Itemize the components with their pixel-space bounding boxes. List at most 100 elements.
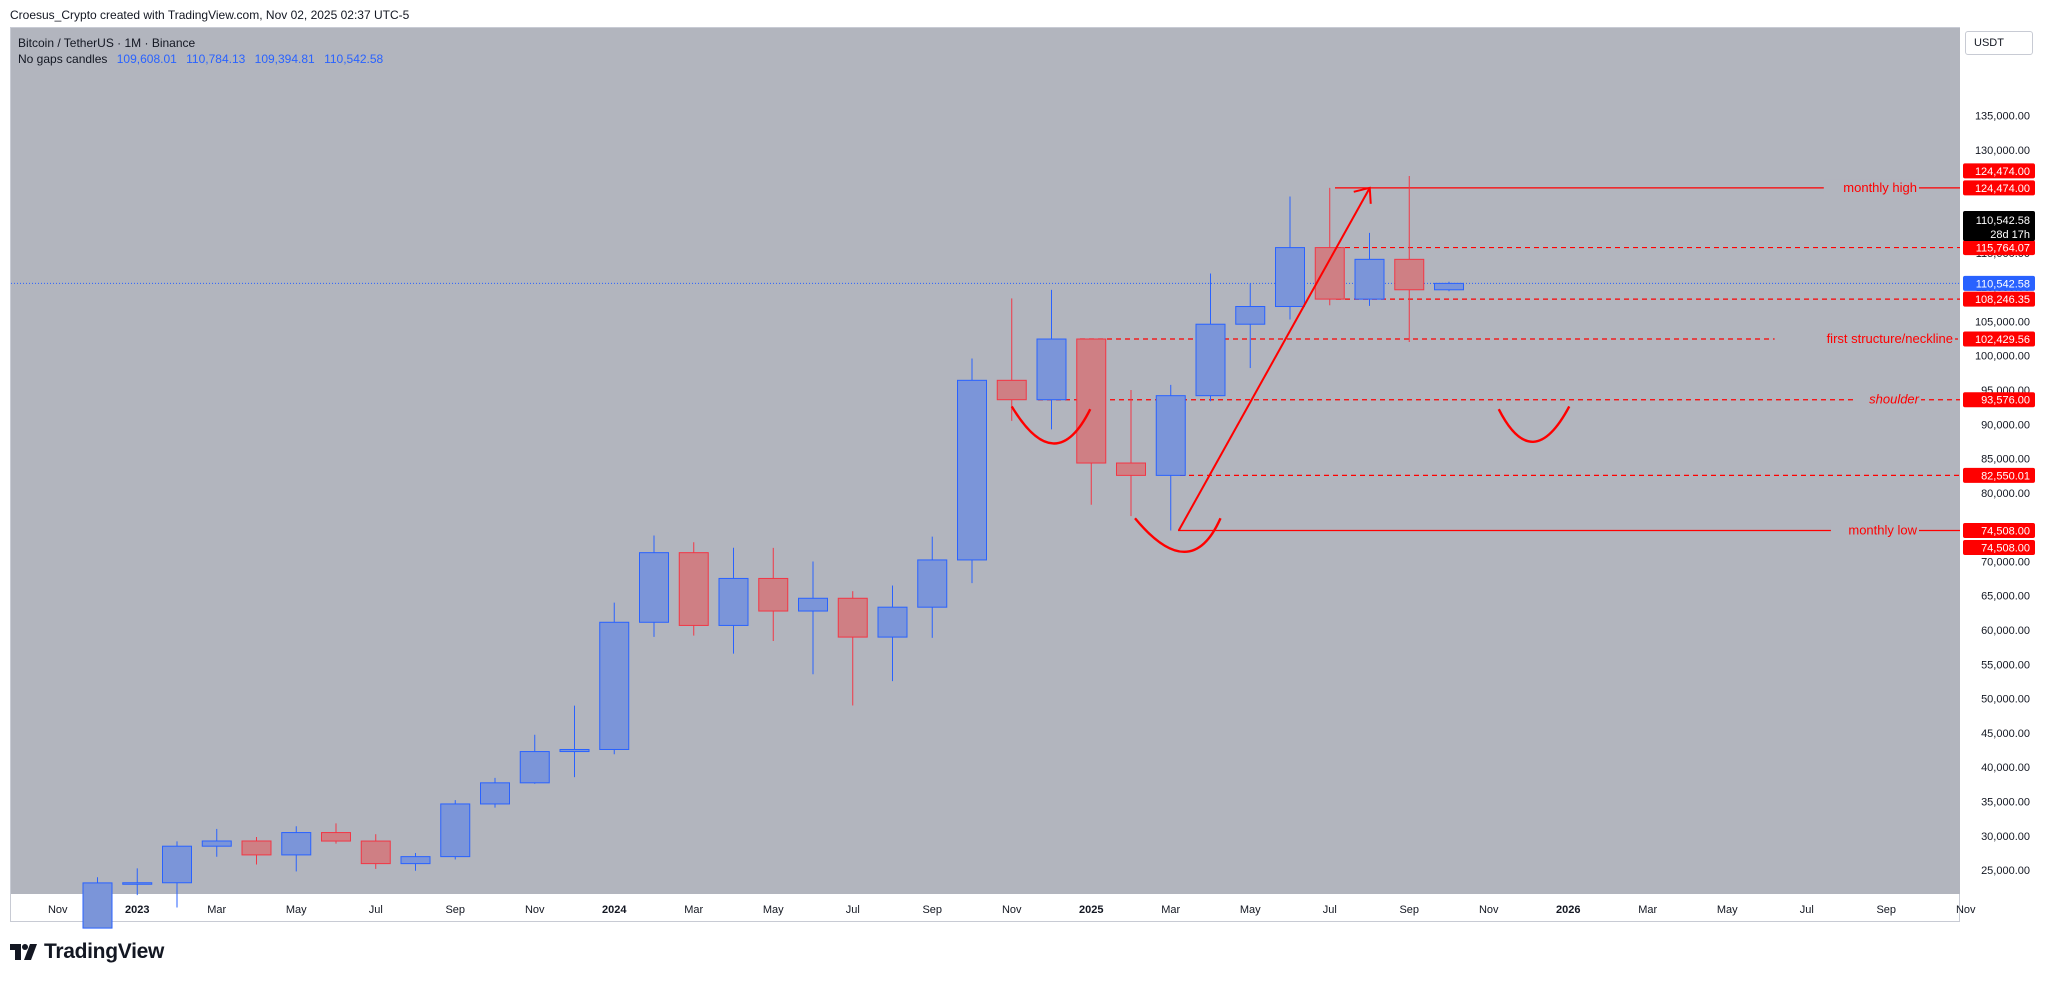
y-tick-label: 25,000.00 — [1981, 865, 2030, 877]
level-price-label: 115,764.07 — [1963, 240, 2035, 256]
tradingview-logo-icon — [10, 944, 37, 960]
x-tick-label: 2023 — [125, 904, 149, 916]
candle-body — [281, 832, 312, 856]
candle-body — [360, 840, 391, 865]
x-tick-label: 2024 — [602, 904, 627, 916]
last-price-label-text: 110,542.58 — [1976, 278, 2030, 290]
candle-body — [122, 882, 153, 885]
candle-body — [1434, 282, 1464, 291]
candle-body — [440, 803, 471, 858]
level-price-label-text: 82,550.01 — [1981, 470, 2030, 482]
level-price-label-text: 93,576.00 — [1981, 395, 2030, 407]
candle-body — [639, 552, 669, 623]
y-tick-label: 50,000.00 — [1981, 694, 2030, 706]
level-price-label-bg — [1963, 392, 2035, 408]
y-tick-label: 55,000.00 — [1981, 659, 2030, 671]
y-tick-label: 105,000.00 — [1975, 316, 2030, 328]
y-tick-label: 90,000.00 — [1981, 419, 2030, 431]
y-tick-label: 45,000.00 — [1981, 728, 2030, 740]
y-tick-label: 60,000.00 — [1981, 625, 2030, 637]
candle — [1076, 338, 1107, 505]
x-tick-label: Sep — [1876, 904, 1896, 916]
candle — [281, 826, 312, 872]
candle — [639, 535, 669, 637]
level-annotation-text: monthly low — [1848, 523, 1917, 538]
candle-body — [82, 882, 113, 929]
x-tick-label: Sep — [922, 904, 942, 916]
level-annotation-text: monthly high — [1843, 180, 1917, 195]
currency-selector[interactable]: USDT — [1965, 31, 2033, 55]
y-tick-label: 35,000.00 — [1981, 796, 2030, 808]
level-annotation-bg — [1830, 522, 1919, 538]
x-tick-label: Jul — [369, 904, 383, 916]
low-price-label: 74,508.00 — [1963, 523, 2035, 539]
x-tick-label: 2026 — [1556, 904, 1580, 916]
left-shoulder-arc — [1010, 405, 1092, 445]
candle — [1195, 273, 1226, 402]
current-price-label: 110,542.58 28d 17h — [1963, 211, 2035, 241]
high-price-label: 124,474.00 — [1963, 180, 2035, 196]
candle-body — [241, 840, 272, 856]
candle-body — [321, 832, 351, 842]
candle-body — [400, 856, 431, 865]
trend-arrow-line — [1177, 187, 1371, 532]
candle — [1036, 289, 1067, 430]
candle-body — [1076, 338, 1107, 464]
candle — [1155, 384, 1186, 531]
candle-body — [837, 597, 868, 638]
x-tick-label: Mar — [1638, 904, 1657, 916]
candle-body — [519, 751, 550, 784]
candle-body — [1314, 247, 1345, 300]
candle-body — [678, 552, 709, 626]
candle — [917, 536, 948, 638]
x-tick-label: Mar — [207, 904, 226, 916]
x-tick-label: May — [1717, 904, 1738, 916]
x-tick-label: Nov — [1479, 904, 1499, 916]
x-tick-label: Jul — [846, 904, 860, 916]
low-price-label-text: 74,508.00 — [1981, 543, 2030, 555]
level-price-label-bg — [1963, 331, 2035, 347]
x-tick-label: Nov — [525, 904, 545, 916]
candle — [400, 853, 431, 871]
y-tick-label: 30,000.00 — [1981, 831, 2030, 843]
ohlc-low: 109,394.81 — [254, 52, 315, 66]
candle-body — [480, 782, 510, 805]
candle-body — [162, 845, 192, 884]
candle — [241, 837, 272, 865]
candle — [559, 705, 590, 778]
candle-body — [1116, 462, 1146, 476]
candle-body — [877, 606, 908, 638]
tradingview-logo[interactable]: TradingView — [10, 940, 164, 964]
right-shoulder-arc — [1497, 405, 1571, 443]
candle-body — [1155, 395, 1186, 476]
candle-body — [1275, 247, 1305, 308]
high-price-label-bg — [1963, 180, 2035, 196]
level-price-label: 108,246.35 — [1963, 291, 2035, 307]
candle — [678, 542, 709, 636]
candle-body — [996, 379, 1027, 401]
x-tick-label: Nov — [1002, 904, 1022, 916]
current-price-label-text: 110,542.58 — [1976, 215, 2030, 227]
candle — [201, 828, 232, 857]
y-tick-label: 85,000.00 — [1981, 454, 2030, 466]
symbol-title[interactable]: Bitcoin / TetherUS · 1M · Binance — [18, 36, 196, 50]
level-price-label-bg — [1963, 467, 2035, 483]
high-price-label-bg — [1963, 163, 2035, 179]
candle-body — [599, 621, 630, 750]
x-tick-label: Sep — [1399, 904, 1419, 916]
candle — [599, 602, 630, 755]
level-price-label: 93,576.00 — [1963, 392, 2035, 408]
candle-body — [718, 577, 749, 626]
y-tick-label: 130,000.00 — [1975, 145, 2030, 157]
candle — [758, 547, 789, 641]
level-annotation-bg — [1774, 331, 1955, 347]
head-arc — [1134, 517, 1222, 554]
candle-body — [758, 577, 789, 612]
y-tick-label: 40,000.00 — [1981, 762, 2030, 774]
candle — [480, 777, 510, 808]
chart-mode-label: No gaps candles — [18, 52, 108, 66]
low-price-label-text: 74,508.00 — [1981, 526, 2030, 538]
candle — [837, 591, 868, 706]
high-price-label-text: 124,474.00 — [1975, 183, 2030, 195]
